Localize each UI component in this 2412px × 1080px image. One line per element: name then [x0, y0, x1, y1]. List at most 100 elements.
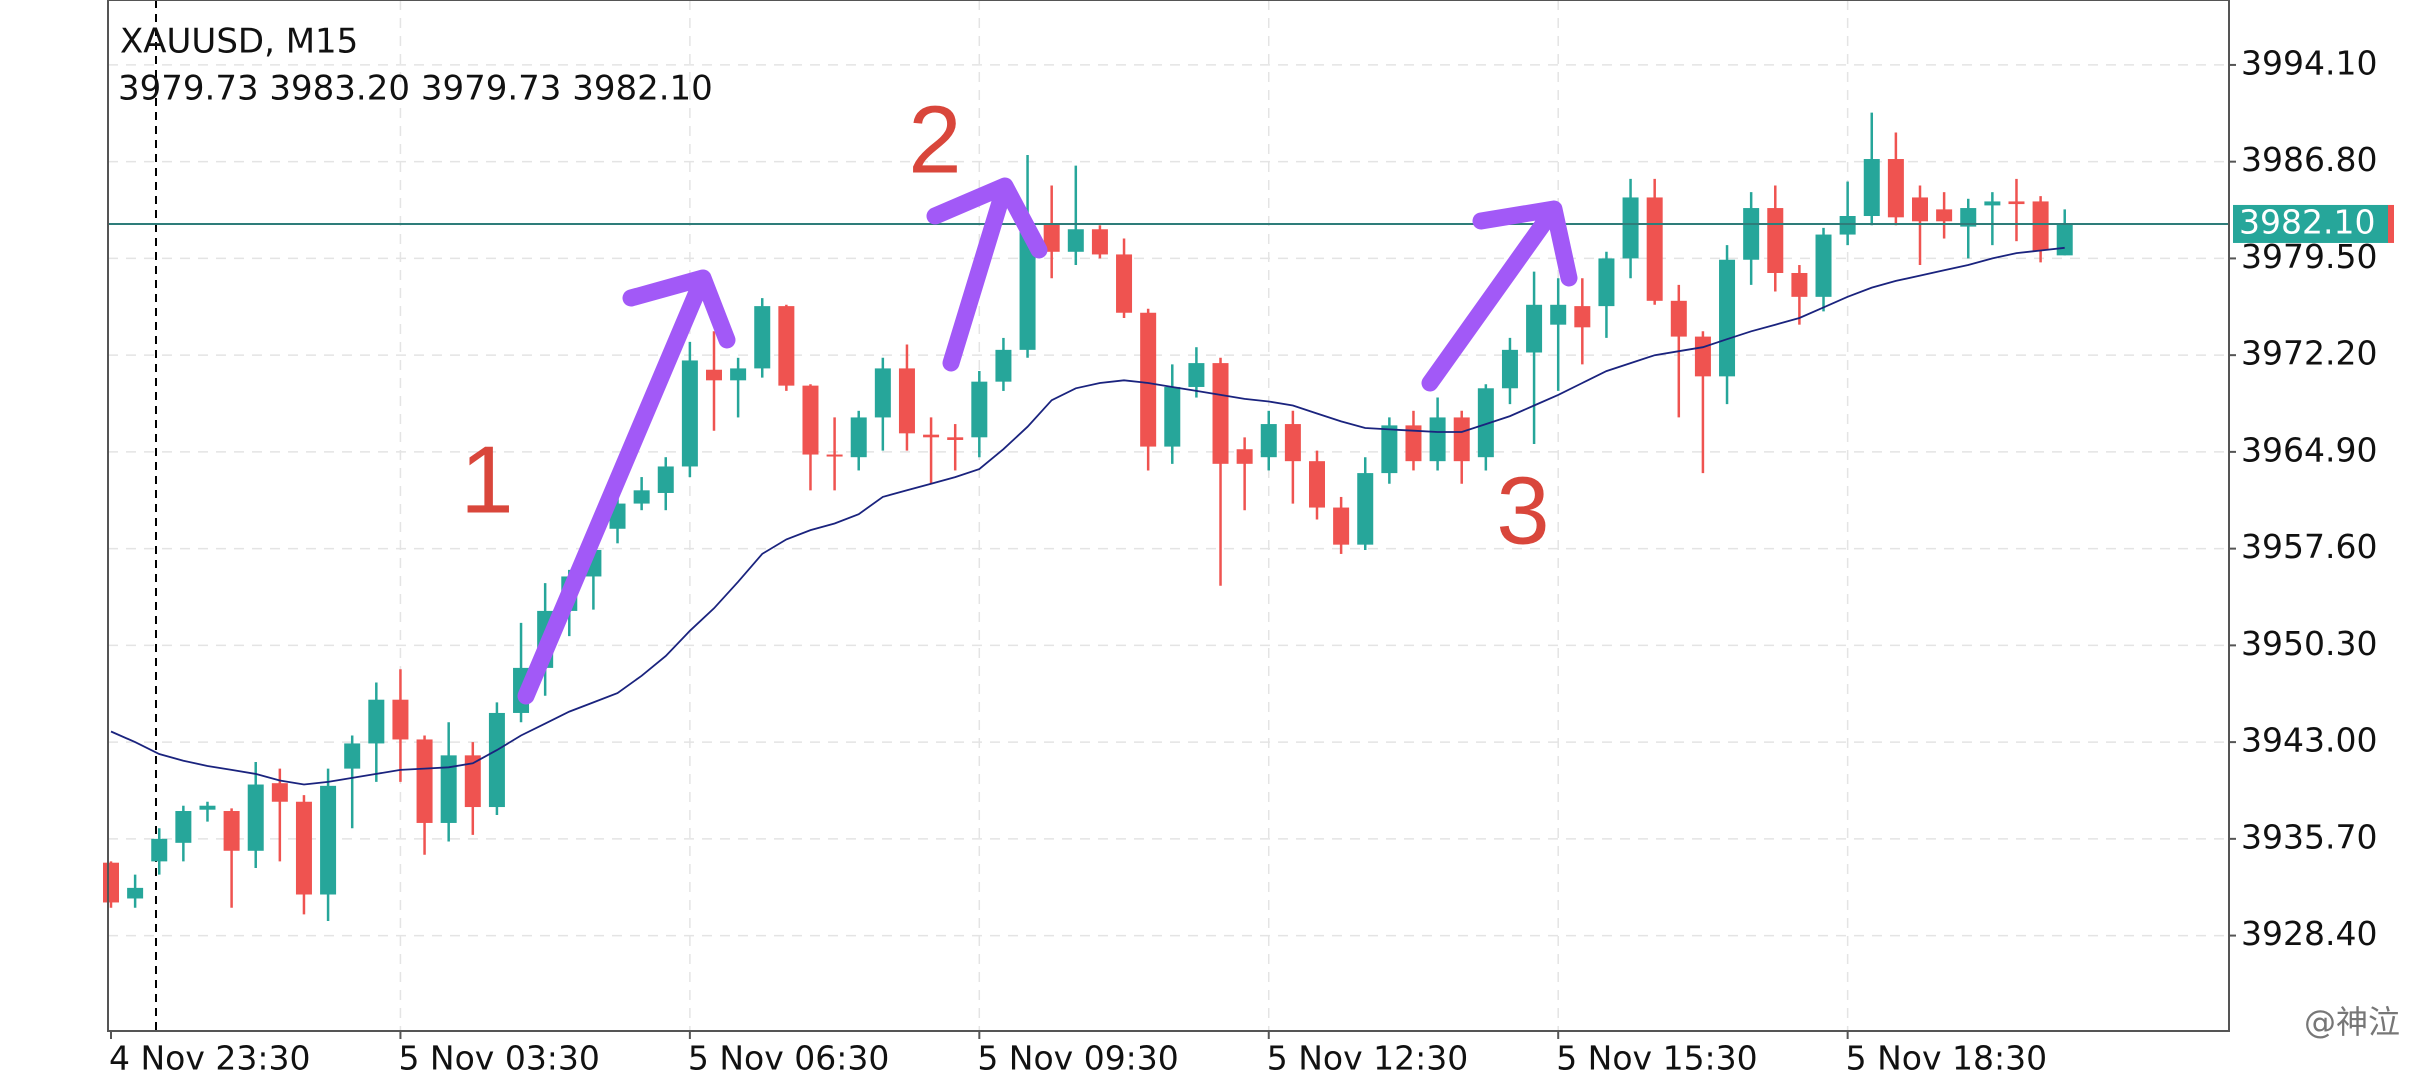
- candle-body: [1526, 304, 1543, 353]
- y-tick-label: 3957.60: [2241, 527, 2377, 566]
- candle-body: [464, 755, 481, 808]
- candle-body: [1767, 208, 1784, 273]
- candle-body: [1212, 363, 1229, 464]
- grid: [108, 0, 2229, 1031]
- candle-body: [175, 811, 192, 843]
- candle-body: [1188, 363, 1205, 387]
- x-tick-label: 5 Nov 15:30: [1556, 1039, 1757, 1078]
- candle-body: [1960, 208, 1977, 227]
- annotation: 2: [908, 86, 961, 193]
- annotation: 3: [1496, 457, 1549, 564]
- candle-body: [1501, 349, 1518, 389]
- candle-body: [995, 349, 1012, 382]
- candle-body: [657, 466, 674, 493]
- candle-body: [440, 755, 457, 823]
- candle-body: [1984, 201, 2001, 206]
- candle-body: [1164, 386, 1181, 447]
- candle-body: [1140, 312, 1157, 447]
- candle-body: [1019, 227, 1036, 350]
- candle-body: [416, 739, 433, 823]
- symbol-title: XAUUSD, M15: [120, 22, 358, 62]
- candle-body: [802, 385, 819, 455]
- candle-body: [2032, 201, 2049, 251]
- y-tick-label: 3964.90: [2241, 430, 2377, 469]
- candle-body: [344, 743, 361, 769]
- candle-body: [947, 437, 964, 440]
- x-tick-label: 5 Nov 09:30: [977, 1039, 1178, 1078]
- candle-body: [1936, 209, 1953, 222]
- candle-body: [2056, 223, 2073, 256]
- candle-body: [1791, 272, 1808, 297]
- candle-body: [1646, 197, 1663, 301]
- candle-body: [127, 887, 144, 899]
- x-tick-label: 5 Nov 12:30: [1267, 1039, 1468, 1078]
- watermark: @神泣: [2304, 1003, 2400, 1041]
- y-tick-label: 3950.30: [2241, 624, 2377, 663]
- candle-body: [1309, 461, 1325, 508]
- current-price-label: 3982.10: [2239, 202, 2375, 241]
- candle-body: [1116, 254, 1133, 313]
- y-tick-label: 3935.70: [2241, 817, 2377, 856]
- arrows: [517, 177, 1578, 705]
- x-tick-label: 5 Nov 03:30: [398, 1039, 599, 1078]
- y-tick-label: 3972.20: [2241, 334, 2377, 373]
- candle-body: [1043, 223, 1060, 252]
- candle-body: [295, 801, 312, 895]
- candle-body: [1381, 425, 1398, 474]
- arrow: [926, 177, 1048, 372]
- plot: [103, 112, 2229, 922]
- candle-body: [1477, 388, 1494, 458]
- candle-body: [1815, 234, 1832, 297]
- moving-average: [110, 246, 2065, 786]
- candle-body: [1912, 197, 1928, 222]
- candle-body: [488, 712, 505, 808]
- candle-body: [874, 368, 891, 418]
- current-price-box: [2233, 204, 2388, 243]
- axes: 3994.10 3986.80 3979.50 3972.20 3964.90 3957.…: [109, 43, 2394, 1078]
- candle-body: [199, 805, 216, 810]
- candle-body: [1598, 258, 1615, 307]
- candle-body: [1550, 304, 1567, 325]
- candle-body: [1887, 159, 1904, 218]
- candle-body: [1236, 449, 1253, 464]
- candle-body: [730, 368, 747, 381]
- candle-body: [778, 306, 795, 386]
- candle-body: [633, 490, 650, 504]
- plot-frame: [107, 0, 2230, 1032]
- candle-body: [826, 454, 843, 457]
- candle-body: [850, 417, 867, 458]
- y-tick-label: 3943.00: [2241, 721, 2377, 760]
- candle-body: [247, 784, 264, 851]
- candle-body: [368, 699, 385, 744]
- x-tick-label: 5 Nov 06:30: [688, 1039, 889, 1078]
- candle-body: [1357, 473, 1374, 545]
- candle-body: [706, 369, 722, 381]
- candle-body: [223, 811, 240, 851]
- x-tick-label: 4 Nov 23:30: [109, 1039, 310, 1078]
- y-tick-label: 3994.10: [2241, 43, 2377, 82]
- candle-body: [1429, 417, 1446, 462]
- candle-body: [754, 306, 771, 369]
- candle-body: [1622, 197, 1639, 259]
- candle-body: [392, 699, 409, 740]
- candle-body: [1694, 336, 1711, 377]
- x-tick-label: 5 Nov 18:30: [1846, 1039, 2047, 1078]
- candle-body: [923, 434, 940, 438]
- candle-body: [2008, 201, 2025, 205]
- candle-body: [103, 862, 119, 903]
- candle-body: [971, 381, 988, 438]
- y-tick-label: 3928.40: [2241, 914, 2377, 953]
- candle-body: [1405, 425, 1422, 462]
- candle-body: [1067, 229, 1084, 252]
- candle-body: [1719, 259, 1736, 377]
- y-tick-label: 3986.80: [2241, 140, 2377, 179]
- candle-body: [1453, 417, 1470, 462]
- candle-body: [320, 785, 337, 895]
- candle-body: [1260, 424, 1277, 458]
- candle-body: [1284, 424, 1301, 462]
- candle-body: [1839, 216, 1856, 235]
- candle-body: [1333, 507, 1350, 545]
- candle-body: [151, 838, 168, 862]
